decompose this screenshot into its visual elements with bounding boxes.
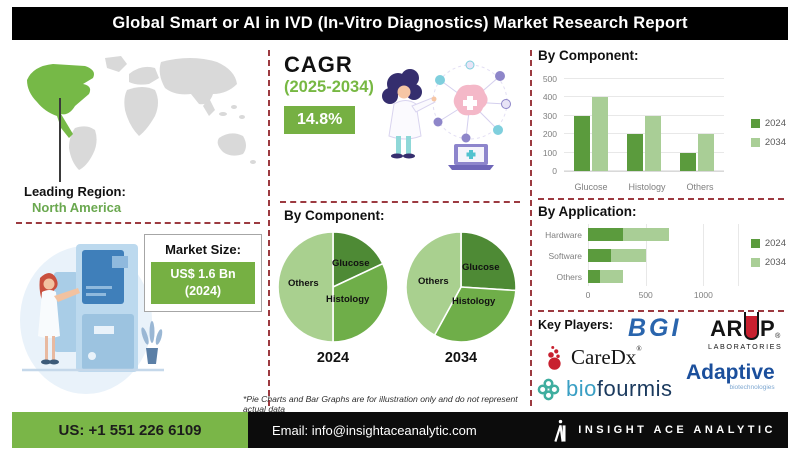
leading-region-value: North America [32, 200, 122, 215]
legend-item-2024: 2024 [750, 118, 786, 129]
market-size-year: (2024) [184, 283, 222, 298]
email-address: Email: info@insightaceanalytic.com [272, 422, 477, 438]
app-legend-item-2024: 2024 [750, 238, 786, 249]
application-bar-chart: Hardware Software Others 0 500 1000 [538, 224, 739, 308]
market-size-label: Market Size: [165, 242, 241, 257]
column-divider-left [268, 50, 270, 406]
left-column: Leading Region: North America [12, 46, 264, 408]
world-map [27, 56, 256, 170]
arup-logo: AR P ® LABORATORIES [708, 312, 782, 351]
arup-testtube-icon [743, 312, 759, 340]
biofourmis-clover-icon [537, 378, 560, 400]
lab-illustration [20, 244, 164, 394]
caredx-droplet-icon [548, 345, 561, 370]
pie-2024-year: 2024 [316, 350, 350, 366]
adaptive-logo: Adaptive biotechnologies [686, 361, 775, 391]
legend-2034-swatch [750, 138, 760, 147]
market-size-box: Market Size: US$ 1.6 Bn (2024) [144, 234, 262, 312]
pie-2034-label-glucose: Glucose [462, 262, 500, 273]
footer-bar: US: +1 551 226 6109 Email: info@insighta… [12, 412, 788, 448]
application-rows: Hardware Software Others [538, 224, 738, 287]
component-bar-xlabels: Glucose Histology Others [574, 182, 714, 192]
application-chart-legend: 2024 2034 [750, 238, 786, 268]
pie-2024-wrap: Glucose Histology Others 2024 [276, 230, 390, 366]
map-pointer-line [59, 98, 61, 182]
application-xticks: 0 500 1000 [585, 290, 713, 300]
legend-2024-swatch [750, 119, 760, 128]
key-players-heading: Key Players: [538, 318, 614, 332]
right-column: By Component: 0 100 200 300 400 500 Glucose Hi… [536, 46, 786, 408]
market-size-value: US$ 1.6 Bn [170, 267, 236, 281]
component-bar-yticks: 0 100 200 300 400 500 [542, 74, 557, 176]
app-legend-2024-swatch [750, 239, 760, 248]
pie-2024-label-others: Others [288, 278, 319, 289]
leading-region-label: Leading Region: [24, 184, 126, 199]
ai-doctor-illustration [382, 60, 511, 170]
pie-section-heading: By Component: [284, 208, 385, 223]
pie-2034 [404, 231, 518, 348]
pie-charts: Glucose Histology Others 2024 Glucose Hi… [276, 230, 518, 366]
right-section-divider-1 [538, 198, 784, 200]
pie-2034-year: 2034 [444, 350, 478, 366]
pie-2024-label-glucose: Glucose [332, 258, 370, 269]
biofourmis-logo: biofourmis [536, 376, 672, 402]
component-chart-legend: 2024 2034 [750, 118, 786, 148]
caredx-logo: CareDx® [544, 344, 642, 371]
app-legend-item-2034: 2034 [750, 257, 786, 268]
pie-2034-wrap: Glucose Histology Others 2034 [404, 230, 518, 366]
column-divider-right [530, 50, 532, 406]
app-legend-2034-swatch [750, 258, 760, 267]
component-bar-chart: 0 100 200 300 400 500 Glucose Histology Others [538, 72, 738, 194]
component-chart-heading: By Component: [538, 48, 639, 63]
cagr-label: CAGR [284, 52, 353, 77]
disclaimer-footnote: *Pie Charts and Bar Graphs are for illus… [243, 394, 518, 414]
cagr-value-badge: 14.8% [284, 106, 356, 134]
left-section-divider [16, 222, 260, 224]
phone-number: US: +1 551 226 6109 [12, 412, 248, 448]
bgi-logo: BGI [628, 314, 682, 342]
pie-2024-label-histology: Histology [326, 294, 370, 305]
pie-2034-label-histology: Histology [452, 296, 496, 307]
brand-name: INSIGHT ACE ANALYTIC [578, 424, 776, 436]
middle-section-divider [280, 201, 520, 203]
middle-column: CAGR (2025-2034) 14.8% [274, 46, 526, 408]
pie-2034-label-others: Others [418, 276, 449, 287]
title-bar: Global Smart or AI in IVD (In-Vitro Diag… [12, 7, 788, 40]
page-title: Global Smart or AI in IVD (In-Vitro Diag… [112, 14, 688, 32]
insight-ace-icon [554, 419, 566, 442]
component-bar-plot [564, 78, 724, 172]
pie-2024 [276, 231, 390, 348]
cagr-period: (2025-2034) [284, 78, 374, 96]
brand-logo: INSIGHT ACE ANALYTIC [552, 419, 776, 442]
right-section-divider-2 [538, 310, 784, 312]
application-chart-heading: By Application: [538, 204, 637, 219]
map-north-america-highlight [27, 64, 94, 138]
market-size-badge: US$ 1.6 Bn (2024) [151, 262, 255, 304]
legend-item-2034: 2034 [750, 137, 786, 148]
